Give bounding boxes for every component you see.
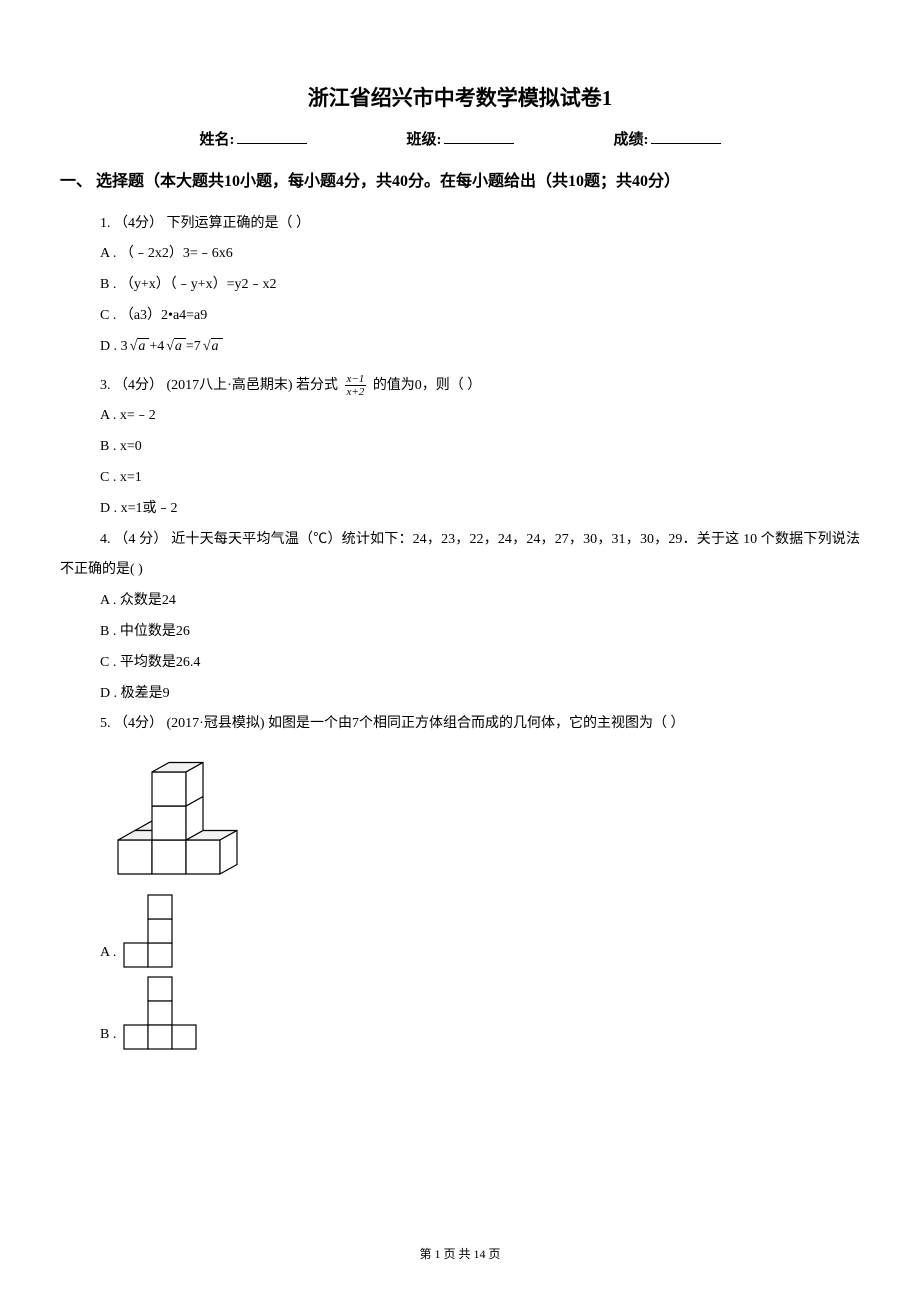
q5-figure-3d [108, 746, 860, 889]
sqrt-a-2: a [174, 338, 186, 354]
q1-option-d: D . 3a+4a=7a [100, 332, 860, 363]
sqrt-icon: a [201, 332, 223, 363]
name-label: 姓名: [200, 128, 235, 149]
q3-option-d: D . x=1或﹣2 [100, 494, 860, 525]
fraction-icon: x−1x+2 [345, 373, 367, 398]
q1-option-b: B . （y+x）（﹣y+x）=y2﹣x2 [100, 270, 860, 301]
class-field: 班级: [407, 128, 514, 149]
q3-option-c: C . x=1 [100, 463, 860, 494]
q4-option-c: C . 平均数是26.4 [100, 648, 860, 679]
class-label: 班级: [407, 128, 442, 149]
frac-den: x+2 [345, 386, 367, 398]
q3-stem: 3. （4分） (2017八上·高邑期末) 若分式 x−1x+2 的值为0，则（… [100, 371, 860, 402]
info-row: 姓名: 班级: 成绩: [60, 128, 860, 149]
q3-option-a: A . x=﹣2 [100, 401, 860, 432]
name-field: 姓名: [200, 128, 307, 149]
q3-pre: 3. （4分） (2017八上·高邑期末) 若分式 [100, 378, 342, 393]
q4-option-a: A . 众数是24 [100, 586, 860, 617]
q1-option-a: A . （﹣2x2）3=﹣6x6 [100, 239, 860, 270]
q1-d-pre: D . 3 [100, 339, 128, 354]
q3-option-b: B . x=0 [100, 432, 860, 463]
q5-option-a: A . [100, 893, 860, 969]
q5-stem: 5. （4分） (2017·冠县模拟) 如图是一个由7个相同正方体组合而成的几何… [100, 709, 860, 740]
frac-num: x−1 [345, 373, 367, 386]
q4-stem: 4. （4 分） 近十天每天平均气温（℃）统计如下：24，23，22，24，24… [60, 525, 860, 587]
q4-option-d: D . 极差是9 [100, 679, 860, 710]
sqrt-a-1: a [137, 338, 149, 354]
q4-option-b: B . 中位数是26 [100, 617, 860, 648]
score-underline [651, 143, 721, 144]
q5-a-label: A . [100, 938, 116, 969]
page-title: 浙江省绍兴市中考数学模拟试卷1 [60, 82, 860, 112]
score-field: 成绩: [614, 128, 721, 149]
section-header: 一、 选择题（本大题共10小题，每小题4分，共40分。在每小题给出（共10题；共… [60, 169, 860, 195]
q5-option-b: B . [100, 975, 860, 1051]
q1-option-c: C . （a3）2•a4=a9 [100, 301, 860, 332]
q3-post: 的值为0，则（ ） [369, 378, 481, 393]
q1-d-eq: =7 [186, 339, 201, 354]
cube-solid-icon [108, 746, 258, 884]
sqrt-icon: a [128, 332, 150, 363]
name-underline [237, 143, 307, 144]
q5-b-label: B . [100, 1020, 116, 1051]
sqrt-a-3: a [211, 338, 223, 354]
sqrt-icon: a [164, 332, 186, 363]
front-view-b-icon [122, 975, 204, 1051]
class-underline [444, 143, 514, 144]
q1-stem: 1. （4分） 下列运算正确的是（ ） [100, 209, 860, 240]
score-label: 成绩: [614, 128, 649, 149]
q1-d-mid: +4 [149, 339, 164, 354]
page-footer: 第 1 页 共 14 页 [0, 1245, 920, 1262]
front-view-a-icon [122, 893, 182, 969]
